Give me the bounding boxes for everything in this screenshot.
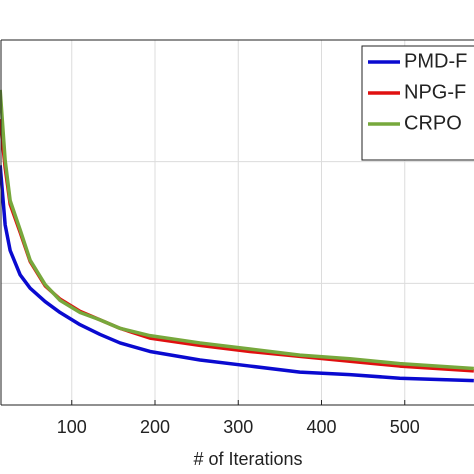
- series-line: [0, 89, 474, 371]
- x-tick-label: 400: [306, 417, 336, 437]
- legend-box: [361, 45, 474, 161]
- x-tick-label: 100: [57, 417, 87, 437]
- legend-label: CRPO: [404, 112, 462, 134]
- x-tick-label: 200: [140, 417, 170, 437]
- x-tick-label: 500: [390, 417, 420, 437]
- plot-lines: [0, 89, 474, 383]
- legend-label: PMD-F: [404, 50, 467, 72]
- x-tick-label: 300: [223, 417, 253, 437]
- legend-label: NPG-F: [404, 81, 466, 103]
- x-axis-label: # of Iterations: [193, 449, 302, 469]
- legend: PMD-F NPG-F CRPO: [368, 50, 467, 134]
- axes: 100 200 300 400 500: [0, 39, 474, 437]
- series-line: [0, 165, 474, 383]
